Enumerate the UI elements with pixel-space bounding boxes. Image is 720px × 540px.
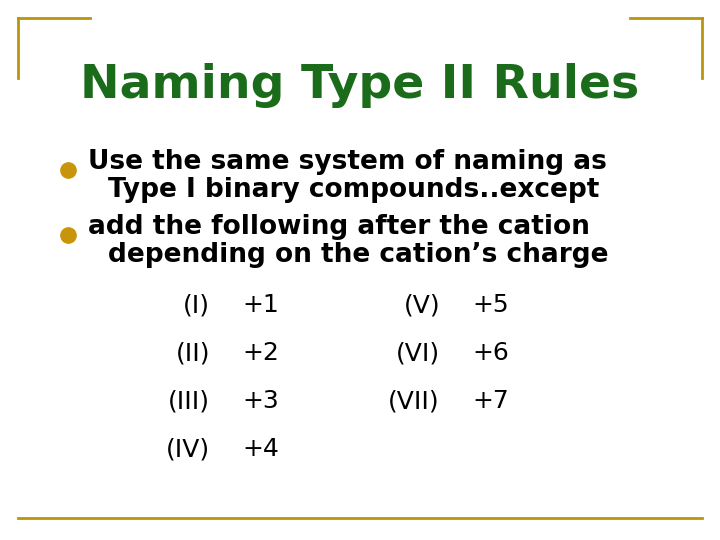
Text: Use the same system of naming as: Use the same system of naming as [88, 149, 607, 175]
Text: (IV): (IV) [166, 437, 210, 461]
Text: (V): (V) [403, 293, 440, 317]
Text: +1: +1 [242, 293, 279, 317]
Text: +7: +7 [472, 389, 509, 413]
Text: +6: +6 [472, 341, 509, 365]
Text: (I): (I) [183, 293, 210, 317]
Text: Type I binary compounds..except: Type I binary compounds..except [108, 177, 599, 203]
Text: +2: +2 [242, 341, 279, 365]
Text: Naming Type II Rules: Naming Type II Rules [81, 63, 639, 107]
Text: (III): (III) [168, 389, 210, 413]
Text: +4: +4 [242, 437, 279, 461]
Text: (VII): (VII) [388, 389, 440, 413]
Text: add the following after the cation: add the following after the cation [88, 214, 590, 240]
Text: (VI): (VI) [396, 341, 440, 365]
Text: +3: +3 [242, 389, 279, 413]
Text: (II): (II) [176, 341, 210, 365]
Text: +5: +5 [472, 293, 508, 317]
Text: depending on the cation’s charge: depending on the cation’s charge [108, 242, 608, 268]
